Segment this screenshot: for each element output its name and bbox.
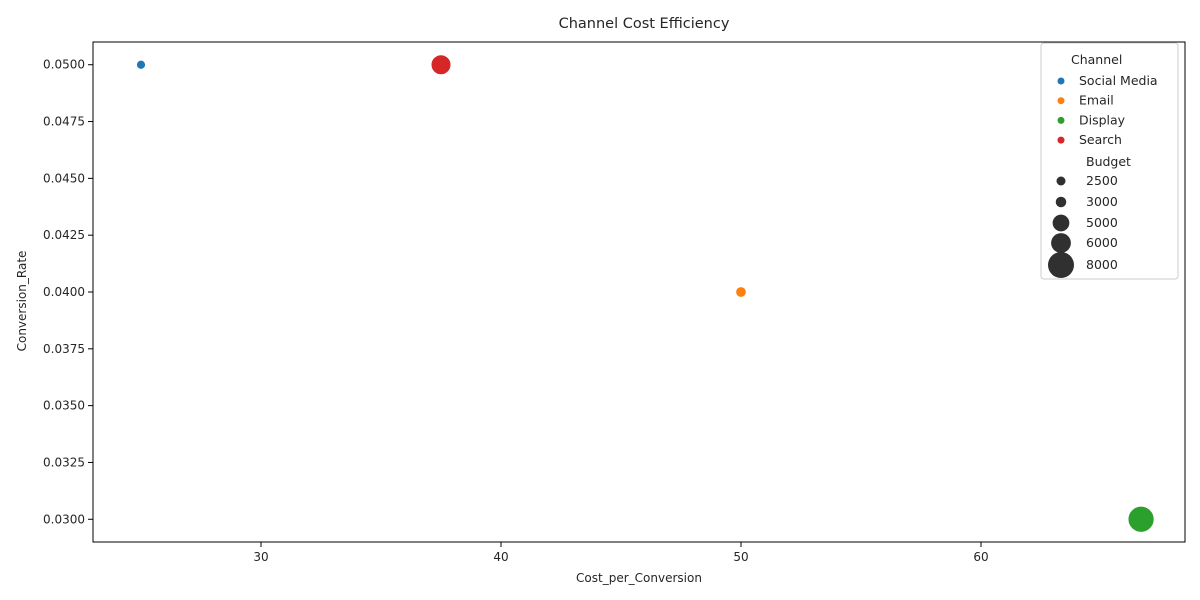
legend-label: Social Media [1079, 73, 1158, 88]
legend-size-marker [1051, 233, 1071, 253]
y-tick-label: 0.0300 [43, 512, 85, 526]
x-tick-label: 50 [733, 550, 748, 564]
legend-size-label: 2500 [1086, 173, 1118, 188]
legend-marker [1057, 116, 1065, 124]
legend-label: Email [1079, 93, 1114, 108]
legend-size-label: 8000 [1086, 257, 1118, 272]
legend-size-label: 3000 [1086, 194, 1118, 209]
plot-area-frame [92, 41, 1186, 543]
y-axis-label: Conversion_Rate [15, 251, 29, 352]
y-tick-label: 0.0400 [43, 285, 85, 299]
y-axis-ticks: 0.0300 0.0325 0.0350 0.0375 0.0400 0.0425 0.04… [43, 58, 93, 526]
legend-hue-title: Channel [1071, 52, 1122, 67]
y-tick-label: 0.0350 [43, 399, 85, 413]
legend-size-marker [1055, 196, 1067, 208]
data-point-email [735, 286, 747, 298]
y-tick-label: 0.0475 [43, 115, 85, 129]
legend-size-title: Budget [1086, 154, 1131, 169]
legend: Channel Social Media Email Display Search B… [1040, 42, 1179, 280]
legend-size-marker [1052, 214, 1070, 232]
x-tick-label: 30 [253, 550, 268, 564]
y-tick-label: 0.0425 [43, 228, 85, 242]
legend-size-marker [1048, 252, 1074, 278]
legend-hue-items: Social Media Email Display Search [1057, 73, 1158, 147]
x-axis-ticks: 30 40 50 60 [253, 542, 989, 564]
data-point-social-media [136, 59, 146, 70]
x-axis-label: Cost_per_Conversion [576, 571, 702, 585]
data-point-display [1127, 505, 1155, 533]
legend-marker [1057, 136, 1065, 144]
legend-marker [1057, 97, 1065, 105]
y-tick-label: 0.0500 [43, 58, 85, 72]
legend-size-items: 2500 3000 5000 6000 8000 [1048, 173, 1118, 278]
y-tick-label: 0.0325 [43, 455, 85, 469]
legend-box [1040, 42, 1179, 280]
x-tick-label: 40 [493, 550, 508, 564]
x-tick-label: 60 [973, 550, 988, 564]
legend-size-marker [1056, 176, 1066, 186]
y-tick-label: 0.0450 [43, 171, 85, 185]
y-tick-label: 0.0375 [43, 342, 85, 356]
points-layer [136, 54, 1155, 533]
chart-title: Channel Cost Efficiency [559, 16, 730, 32]
data-point-search [430, 54, 452, 76]
legend-label: Search [1079, 132, 1122, 147]
legend-size-label: 5000 [1086, 215, 1118, 230]
legend-label: Display [1079, 112, 1126, 127]
legend-size-label: 6000 [1086, 235, 1118, 250]
legend-marker [1057, 77, 1065, 85]
